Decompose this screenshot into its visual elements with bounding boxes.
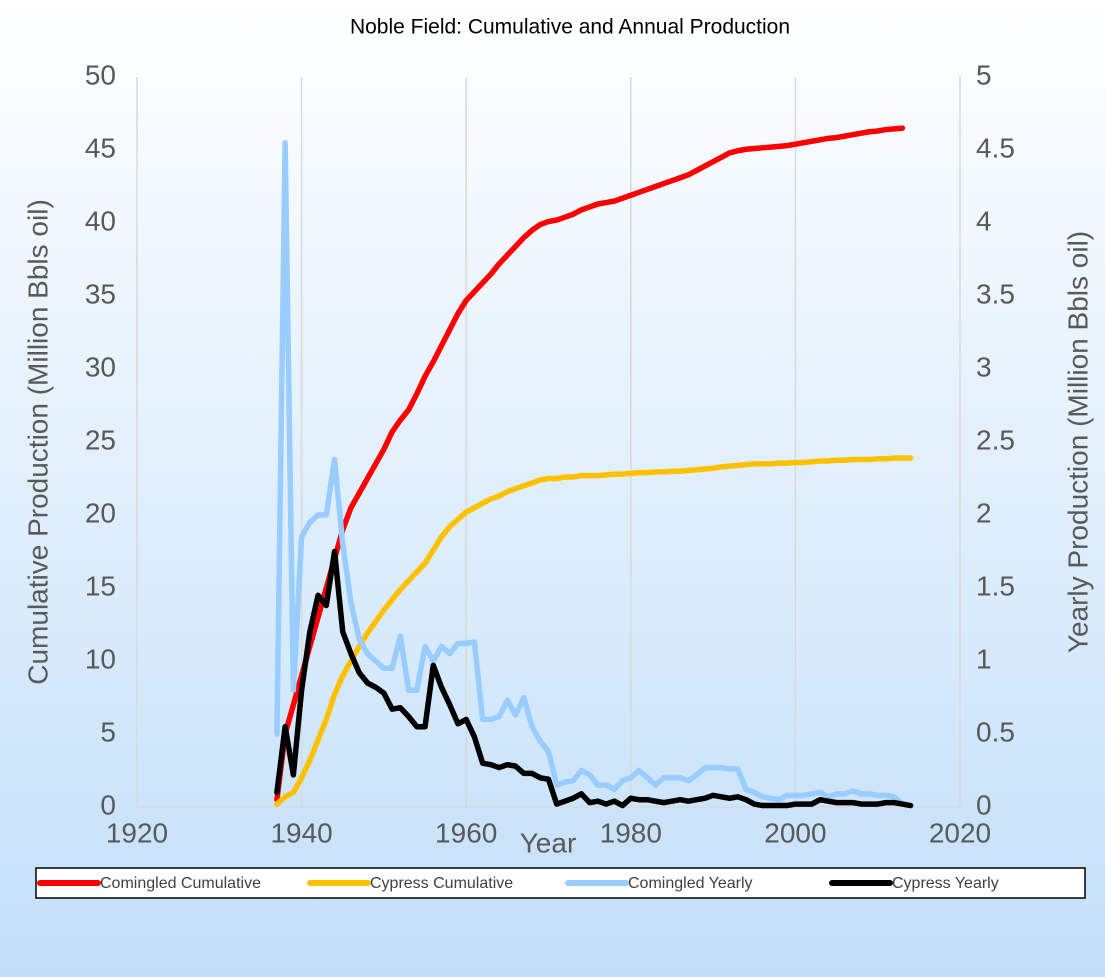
legend-label: Cypress Yearly <box>892 875 999 892</box>
y2-tick-label: 2.5 <box>976 424 1015 455</box>
legend-label: Comingled Yearly <box>628 875 753 892</box>
legend-label: Comingled Cumulative <box>100 875 261 892</box>
y-tick-label: 30 <box>85 351 116 382</box>
y-tick-label: 0 <box>100 789 116 820</box>
x-tick-label: 1940 <box>270 817 332 848</box>
y-tick-label: 45 <box>85 132 116 163</box>
y2-tick-label: 0.5 <box>976 716 1015 747</box>
y2-tick-label: 4 <box>976 205 992 236</box>
y-axis-title: Cumulative Production (Million Bbls oil) <box>22 199 53 685</box>
legend-label: Cypress Cumulative <box>370 875 513 892</box>
y2-axis-title: Yearly Production (Million Bbls oil) <box>1062 231 1093 653</box>
data-line <box>274 139 906 807</box>
x-axis-title: Year <box>520 827 577 858</box>
y2-tick-label: 4.5 <box>976 132 1015 163</box>
y2-tick-label: 2 <box>976 497 992 528</box>
y-tick-label: 50 <box>85 59 116 90</box>
y-tick-label: 40 <box>85 205 116 236</box>
y2-tick-label: 5 <box>976 59 992 90</box>
x-tick-label: 1960 <box>435 817 497 848</box>
y-tick-label: 25 <box>85 424 116 455</box>
y2-tick-label: 3.5 <box>976 278 1015 309</box>
x-tick-label: 1980 <box>600 817 662 848</box>
y-tick-label: 35 <box>85 278 116 309</box>
y-tick-label: 10 <box>85 643 116 674</box>
data-line <box>274 125 906 803</box>
data-line <box>274 455 914 807</box>
y-tick-label: 5 <box>100 716 116 747</box>
y-tick-label: 15 <box>85 570 116 601</box>
legend-box <box>35 867 1086 899</box>
data-line <box>274 548 914 809</box>
y2-tick-label: 3 <box>976 351 992 382</box>
y2-tick-label: 1 <box>976 643 992 674</box>
y-tick-label: 20 <box>85 497 116 528</box>
y2-tick-label: 1.5 <box>976 570 1015 601</box>
x-tick-label: 1920 <box>106 817 168 848</box>
x-tick-label: 2020 <box>929 817 991 848</box>
x-tick-label: 2000 <box>764 817 826 848</box>
y2-tick-label: 0 <box>976 789 992 820</box>
chart-title: Noble Field: Cumulative and Annual Produ… <box>350 16 790 39</box>
